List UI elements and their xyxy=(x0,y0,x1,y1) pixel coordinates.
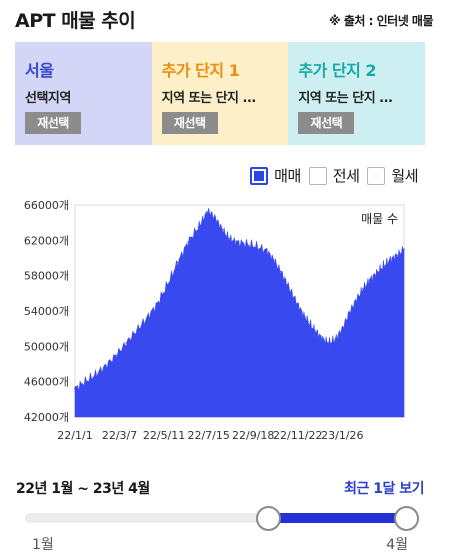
data-point xyxy=(187,241,189,243)
data-point xyxy=(396,254,398,257)
data-point xyxy=(207,210,210,212)
data-point xyxy=(115,354,117,356)
x-tick-label: 22/7/15 xyxy=(187,429,229,442)
legend-jeonse[interactable]: 전세 xyxy=(308,165,360,186)
legend-monthly-rent[interactable]: 월세 xyxy=(367,165,418,186)
card-subtitle: 지역 또는 단지 ... xyxy=(298,91,393,106)
data-point xyxy=(355,299,357,302)
data-point xyxy=(279,270,282,273)
data-point xyxy=(403,248,405,250)
data-point xyxy=(307,320,309,323)
deal-type-legend: 매매 전세 월세 xyxy=(250,165,418,186)
chart-svg: 66000개 62000개 58000개 54000개 50000개 46000개 4200… xyxy=(24,199,405,442)
card-seoul: 서울 선택지역 재선택 xyxy=(15,42,152,145)
data-point xyxy=(321,337,323,340)
data-point xyxy=(382,265,385,267)
page-title: APT 매물 추이 xyxy=(15,10,136,32)
data-point xyxy=(273,259,275,261)
legend-label: 매매 xyxy=(274,167,301,185)
data-point xyxy=(362,288,364,290)
checkbox-empty-icon[interactable] xyxy=(308,166,327,185)
x-tick-label: 22/9/18 xyxy=(232,429,274,442)
y-tick-label: 54000개 xyxy=(24,305,69,318)
data-point xyxy=(334,338,337,341)
y-tick-label: 46000개 xyxy=(24,376,69,389)
period-label: 22년 1월 ~ 23년 4월 xyxy=(16,481,150,497)
card-title: 서울 xyxy=(25,61,54,80)
y-tick-label: 50000개 xyxy=(24,340,69,353)
listing-trend-chart: 66000개 62000개 58000개 54000개 50000개 46000개 4200… xyxy=(0,195,450,450)
slider-min-label: 1월 xyxy=(32,537,54,553)
data-point xyxy=(94,373,97,376)
data-point xyxy=(74,387,76,390)
x-tick-label: 22/11/22 xyxy=(273,429,322,442)
period-slider[interactable] xyxy=(25,506,419,531)
data-point xyxy=(235,241,237,243)
legend-label: 월세 xyxy=(391,167,418,185)
data-point xyxy=(300,310,303,312)
data-point xyxy=(84,380,87,383)
data-point xyxy=(221,228,224,231)
slider-start-handle[interactable] xyxy=(255,506,281,531)
data-point xyxy=(348,312,351,314)
comparison-cards: 서울 선택지역 재선택 추가 단지 1 지역 또는 단지 ... 재선택 추가 … xyxy=(15,42,426,145)
slider-fill xyxy=(268,513,407,523)
data-point xyxy=(286,283,289,286)
data-point xyxy=(146,317,148,319)
x-tick-label: 22/5/11 xyxy=(143,429,185,442)
slider-track[interactable] xyxy=(25,513,419,523)
card-subtitle: 지역 또는 단지 ... xyxy=(161,91,257,106)
legend-sale[interactable]: 매매 xyxy=(250,165,301,186)
data-point xyxy=(266,250,268,252)
card-title: 추가 단지 2 xyxy=(298,61,376,80)
card-subtitle: 선택지역 xyxy=(25,91,71,106)
data-point xyxy=(375,272,378,274)
y-tick-label: 42000개 xyxy=(24,411,69,424)
data-point xyxy=(166,283,169,286)
reselect-button[interactable]: 재선택 xyxy=(298,112,355,134)
data-point xyxy=(197,226,200,228)
data-point xyxy=(228,237,230,240)
data-point xyxy=(341,327,344,330)
data-point xyxy=(135,329,138,332)
slider-max-label: 4월 xyxy=(386,537,408,553)
reselect-button[interactable]: 재선택 xyxy=(161,112,218,134)
data-point xyxy=(214,217,217,220)
data-point xyxy=(177,261,179,264)
data-point xyxy=(156,303,159,305)
card-extra-complex-1: 추가 단지 1 지역 또는 단지 ... 재선택 xyxy=(151,42,289,145)
x-tick-label: 23/1/26 xyxy=(321,429,363,442)
checkbox-empty-icon[interactable] xyxy=(367,166,386,185)
recent-month-link[interactable]: 최근 1달 보기 xyxy=(344,481,424,497)
legend-label: 전세 xyxy=(332,167,360,185)
series-label: 매물 수 xyxy=(361,212,398,226)
x-tick-label: 22/3/7 xyxy=(102,429,137,442)
area-series xyxy=(74,208,405,418)
data-point xyxy=(245,243,248,245)
data-point xyxy=(125,342,128,344)
x-tick-label: 22/1/1 xyxy=(57,429,92,442)
data-point xyxy=(105,365,107,367)
data-point xyxy=(255,245,258,248)
reselect-button[interactable]: 재선택 xyxy=(25,112,81,134)
data-point xyxy=(293,297,296,299)
y-tick-label: 62000개 xyxy=(24,234,69,247)
checkbox-checked-icon[interactable] xyxy=(250,166,269,185)
y-tick-label: 58000개 xyxy=(24,270,69,283)
data-point xyxy=(389,259,392,261)
data-point xyxy=(368,279,371,281)
card-extra-complex-2: 추가 단지 2 지역 또는 단지 ... 재선택 xyxy=(288,42,426,145)
y-tick-label: 66000개 xyxy=(24,199,69,212)
data-point xyxy=(314,329,316,332)
source-note: ※ 출처 : 인터넷 매물 xyxy=(329,14,433,28)
page-header: APT 매물 추이 ※ 출처 : 인터넷 매물 xyxy=(15,6,435,32)
slider-end-handle[interactable] xyxy=(394,506,419,531)
data-point xyxy=(204,214,206,217)
card-title: 추가 단지 1 xyxy=(161,61,240,80)
data-point xyxy=(327,342,330,344)
